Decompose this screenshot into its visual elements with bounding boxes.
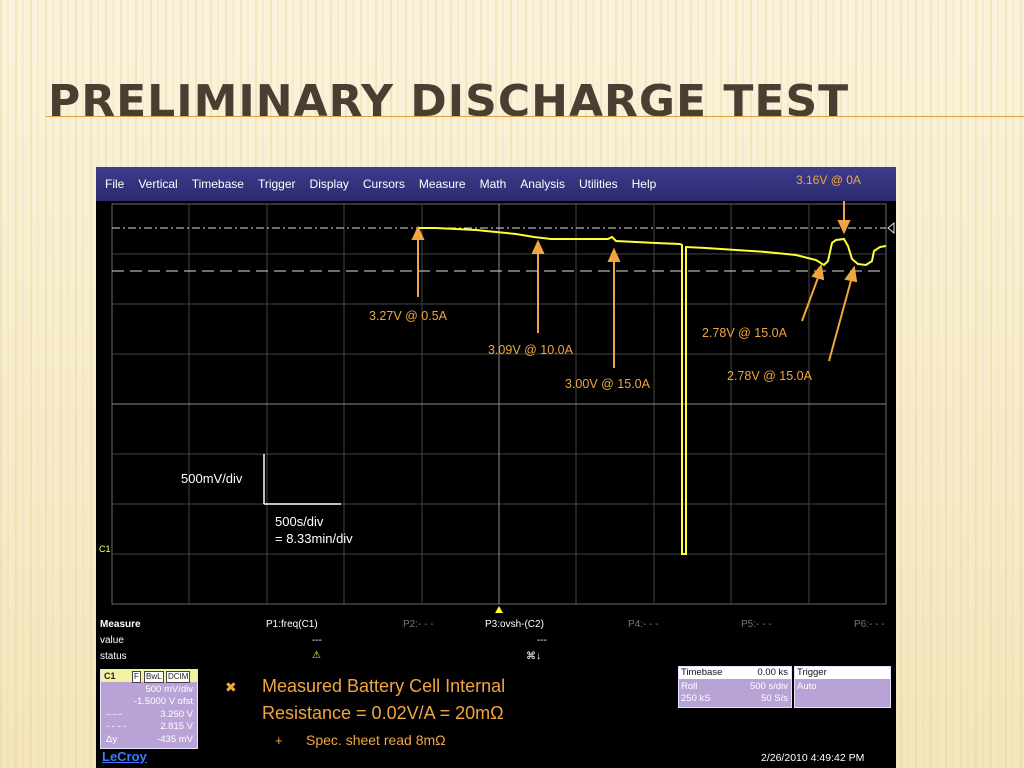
measure-p5[interactable]: P5:- - - — [741, 619, 772, 630]
bullet-main: Measured Battery Cell Internal Resistanc… — [262, 673, 505, 727]
coupling-badge: DCIM — [166, 671, 191, 683]
annotation-arrows — [411, 201, 858, 368]
channel-delta-row: Δy -435 mV — [101, 734, 193, 745]
menu-help[interactable]: Help — [631, 177, 657, 191]
measure-p1[interactable]: P1:freq(C1) — [266, 619, 318, 630]
menu-display[interactable]: Display — [309, 177, 349, 191]
channel-cursor-1-value: 3.250 V — [160, 709, 193, 720]
channel-cursor-2-label: - - - - — [106, 721, 127, 732]
timebase-descriptor[interactable]: Timebase 0.00 ks Roll 500 s/div 250 kS 5… — [678, 666, 792, 708]
slide-title: PRELIMINARY DISCHARGE TEST — [48, 76, 850, 127]
menu-math[interactable]: Math — [479, 177, 507, 191]
channel-1-ground-marker[interactable]: C1 — [99, 544, 111, 554]
channel-cursor-1-label: -·-·- — [106, 709, 122, 720]
menu-trigger[interactable]: Trigger — [257, 177, 296, 191]
trigger-mode: Auto — [797, 681, 817, 692]
timebase-label: Timebase — [681, 667, 723, 678]
cursor-marker-icon — [887, 221, 895, 235]
discharge-trace — [418, 227, 887, 555]
channel-cursor-1-row: -·-·- 3.250 V — [101, 709, 193, 720]
measure-p3-status: ⌘↓ — [526, 651, 541, 662]
oscilloscope-screenshot: File Vertical Timebase Trigger Display C… — [96, 167, 896, 768]
menu-vertical[interactable]: Vertical — [138, 177, 178, 191]
measure-p3[interactable]: P3:ovsh-(C2) — [485, 619, 544, 630]
annotation-1: 3.27V @ 0.5A — [369, 309, 448, 323]
timebase-samples: 250 kS — [681, 693, 711, 704]
channel-1-header: C1 F BwL DCIM — [101, 670, 197, 683]
trigger-descriptor[interactable]: Trigger Auto — [794, 666, 891, 708]
bullet-line-2: Resistance = 0.02V/A = 20mΩ — [262, 703, 504, 723]
plus-icon: + — [275, 733, 283, 748]
lecroy-logo[interactable]: LeCroy — [102, 749, 147, 764]
menu-analysis[interactable]: Analysis — [520, 177, 565, 191]
trigger-position-icon — [495, 606, 503, 613]
scope-grid — [111, 201, 895, 613]
measure-title[interactable]: Measure — [100, 619, 141, 630]
channel-cursor-2-value: 2.815 V — [160, 721, 193, 732]
channel-1-descriptor[interactable]: C1 F BwL DCIM 500 mV/div -1.5000 V ofst … — [100, 669, 198, 749]
trigger-header: Trigger — [795, 667, 890, 679]
annotation-4: 2.78V @ 15.0A — [702, 326, 787, 340]
measure-panel: Measure value status P1:freq(C1) --- ⚠ P… — [96, 617, 896, 669]
x-mark-icon: ✖ — [225, 679, 237, 695]
bullet-sub: Spec. sheet read 8mΩ — [306, 732, 446, 748]
annotation-top: 3.16V @ 0A — [796, 173, 861, 187]
channel-delta-label: Δy — [106, 734, 118, 745]
annotation-5: 2.78V @ 15.0A — [727, 369, 812, 383]
timebase-header: Timebase 0.00 ks — [679, 667, 791, 679]
channel-cursor-2-row: - - - - 2.815 V — [101, 721, 193, 732]
measure-p6[interactable]: P6:- - - — [854, 619, 885, 630]
measure-p4[interactable]: P4:- - - — [628, 619, 659, 630]
annotation-2: 3.09V @ 10.0A — [488, 343, 573, 357]
grid-center-axes — [112, 204, 886, 604]
channel-delta-value: -435 mV — [157, 734, 193, 745]
scope-datetime: 2/26/2010 4:49:42 PM — [761, 752, 865, 764]
scale-horizontal-label-2: = 8.33min/div — [275, 531, 353, 546]
menu-cursors[interactable]: Cursors — [362, 177, 405, 191]
title-underline — [46, 116, 1024, 117]
scale-vertical-label: 500mV/div — [181, 471, 243, 486]
bandwidth-limit-badge: BwL — [144, 671, 164, 683]
measure-p2[interactable]: P2:- - - — [403, 619, 434, 630]
timebase-rate: 50 S/s — [761, 693, 788, 704]
measure-row-status: status — [100, 651, 127, 662]
channel-volts-div: 500 mV/div — [145, 684, 193, 695]
trigger-label: Trigger — [797, 667, 827, 678]
bullet-line-1: Measured Battery Cell Internal — [262, 676, 506, 696]
timebase-s-div: 500 s/div — [749, 681, 788, 692]
menu-file[interactable]: File — [105, 177, 125, 191]
timebase-offset: 0.00 ks — [757, 667, 788, 678]
channel-offset: -1.5000 V ofst — [133, 696, 193, 707]
menu-measure[interactable]: Measure — [418, 177, 466, 191]
warning-icon: ⚠ — [312, 650, 321, 661]
measure-row-value: value — [100, 635, 124, 646]
measure-p3-value: --- — [537, 635, 547, 646]
annotation-3: 3.00V @ 15.0A — [565, 377, 650, 391]
timebase-mode: Roll — [681, 681, 698, 692]
filter-badge: F — [132, 671, 141, 683]
scale-horizontal-label-1: 500s/div — [275, 514, 324, 529]
menu-utilities[interactable]: Utilities — [578, 177, 618, 191]
menu-timebase[interactable]: Timebase — [191, 177, 244, 191]
scope-menu-bar: File Vertical Timebase Trigger Display C… — [96, 167, 896, 201]
channel-1-name: C1 — [104, 671, 116, 681]
measure-p1-value: --- — [312, 635, 322, 646]
